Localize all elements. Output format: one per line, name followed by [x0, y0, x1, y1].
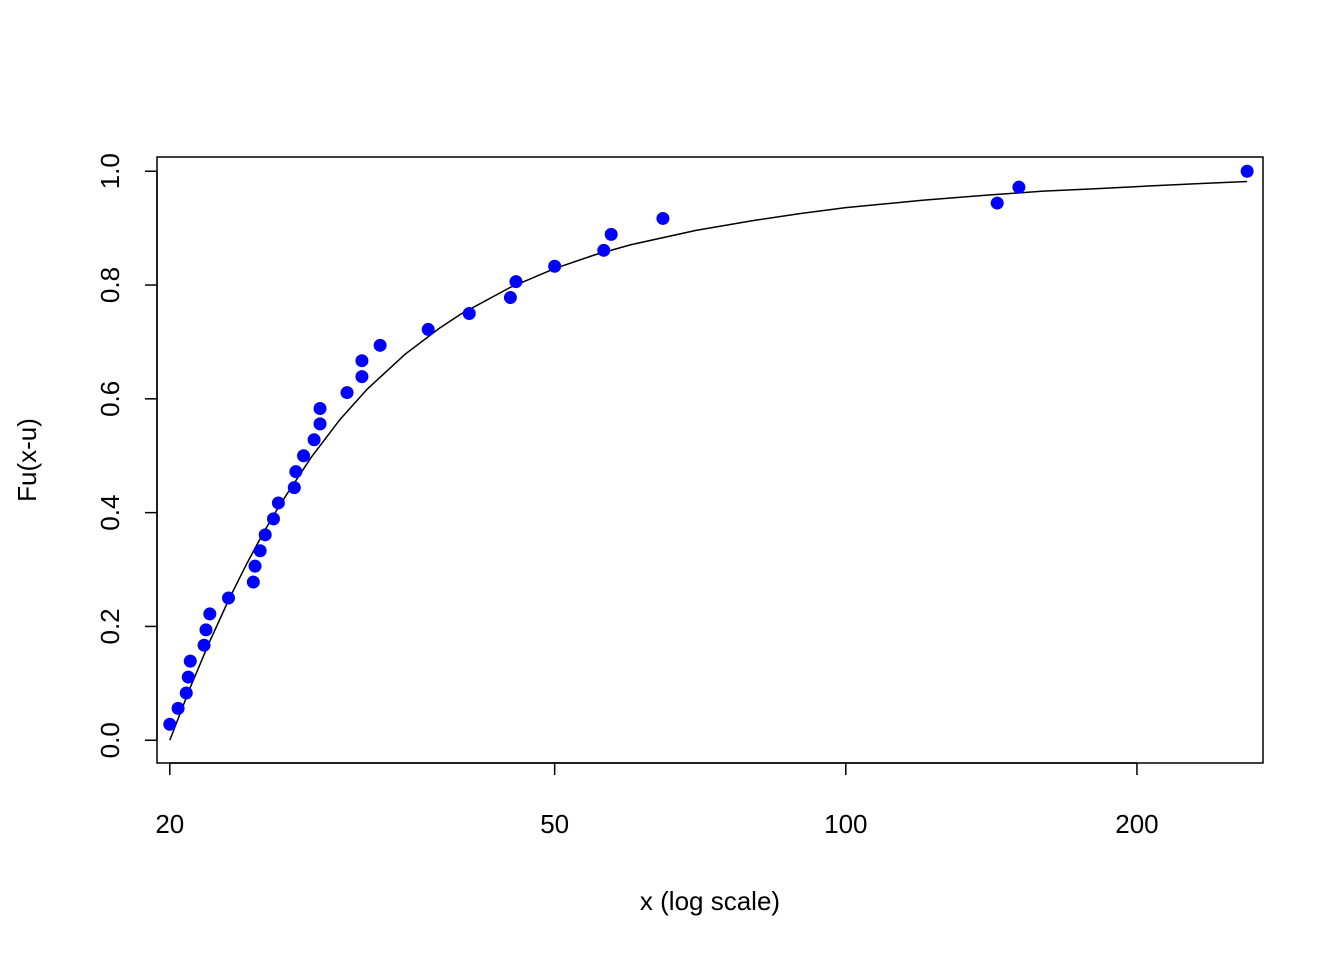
data-point	[183, 654, 197, 668]
data-point	[597, 243, 611, 257]
data-points-layer	[163, 164, 1254, 731]
data-point	[1012, 180, 1026, 194]
data-point	[248, 559, 262, 573]
data-point	[287, 481, 301, 495]
data-point	[297, 449, 311, 463]
x-tick-label: 200	[1115, 809, 1158, 839]
y-tick-label: 0.0	[95, 722, 125, 758]
data-point	[462, 306, 476, 320]
data-point	[548, 259, 562, 273]
data-point	[199, 623, 213, 637]
data-point	[656, 211, 670, 225]
x-axis: 20 50 100 200	[155, 762, 1159, 839]
data-point	[340, 386, 354, 400]
data-point	[271, 496, 285, 510]
data-point	[289, 465, 303, 479]
y-tick-label: 0.8	[95, 267, 125, 303]
data-point	[197, 638, 211, 652]
data-point	[258, 528, 272, 542]
data-point	[355, 354, 369, 368]
y-tick-label: 0.4	[95, 495, 125, 531]
data-point	[253, 544, 267, 558]
y-tick-label: 0.2	[95, 608, 125, 644]
data-point	[163, 717, 177, 731]
y-tick-label: 1.0	[95, 153, 125, 189]
data-point	[222, 591, 235, 605]
data-point	[179, 686, 193, 700]
x-tick-label: 20	[155, 809, 184, 839]
data-point	[181, 670, 195, 684]
data-point	[503, 291, 517, 305]
data-point	[246, 575, 260, 589]
data-point	[604, 227, 618, 241]
data-point	[355, 370, 369, 384]
data-point	[313, 417, 327, 431]
x-tick-label: 100	[824, 809, 867, 839]
data-point	[1240, 164, 1254, 178]
data-point	[509, 275, 523, 289]
data-point	[990, 196, 1004, 210]
data-point	[307, 433, 321, 447]
data-point	[373, 338, 387, 352]
data-point	[313, 402, 327, 415]
y-axis-label: Fu(x-u)	[12, 418, 42, 502]
x-axis-label: x (log scale)	[640, 886, 780, 916]
data-point	[266, 512, 280, 526]
data-point	[203, 607, 217, 621]
x-tick-label: 50	[540, 809, 569, 839]
y-tick-label: 0.6	[95, 381, 125, 417]
data-point	[421, 322, 435, 336]
y-axis: 0.0 0.2 0.4 0.6 0.8 1.0	[95, 153, 158, 758]
data-point	[171, 701, 185, 715]
